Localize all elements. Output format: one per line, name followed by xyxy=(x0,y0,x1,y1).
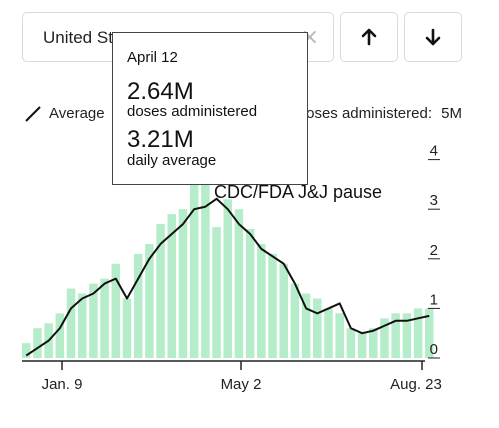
x-tick-label: Jan. 9 xyxy=(42,376,83,393)
bar xyxy=(133,253,143,358)
bar xyxy=(313,298,322,358)
y-tick-label: 2 xyxy=(430,242,438,259)
bar xyxy=(66,288,76,358)
bar xyxy=(55,313,65,358)
bars-layer xyxy=(22,174,434,358)
bar xyxy=(357,333,367,358)
move-up-button[interactable] xyxy=(340,12,398,62)
bar xyxy=(324,308,333,358)
bar xyxy=(257,243,266,358)
bar xyxy=(189,184,199,358)
bar xyxy=(413,308,423,358)
ticks-layer: 0 1 2 3 4 Jan. 9 May 2 Aug. 23 xyxy=(42,143,442,393)
chart-legend: Average Doses administered: 5M xyxy=(24,103,462,125)
y-tick-label: 1 xyxy=(430,291,438,308)
bar xyxy=(201,174,210,358)
jj-pause-annotation: CDC/FDA J&J pause xyxy=(214,182,383,202)
bar xyxy=(22,343,31,358)
arrow-up-icon xyxy=(361,28,377,46)
bar xyxy=(111,263,121,358)
bar xyxy=(234,209,244,358)
tooltip-doses-value: 2.64M xyxy=(127,78,194,105)
x-tick-label: May 2 xyxy=(221,376,262,393)
bar xyxy=(167,214,177,358)
tooltip-average-value: 3.21M xyxy=(127,126,194,153)
bar xyxy=(100,278,109,358)
tooltip-average-label: daily average xyxy=(127,152,217,169)
bar xyxy=(425,308,434,358)
bar xyxy=(268,253,277,358)
legend-doses-label: Doses administered: xyxy=(295,105,432,122)
y-tick-label: 3 xyxy=(430,192,438,209)
bar xyxy=(212,227,221,358)
bar xyxy=(301,293,311,358)
tooltip-doses-label: doses administered xyxy=(127,103,258,120)
bar xyxy=(279,263,288,358)
bar xyxy=(346,328,356,358)
average-line-swatch xyxy=(25,106,41,122)
bar xyxy=(122,298,132,358)
bar xyxy=(223,199,232,358)
legend-average-label: Average xyxy=(49,105,105,122)
average-line xyxy=(25,197,430,357)
bar xyxy=(391,313,400,358)
move-down-button[interactable] xyxy=(404,12,462,62)
bar xyxy=(77,293,87,358)
tooltip-date: April 12 xyxy=(127,49,178,66)
bar xyxy=(369,328,378,358)
bar xyxy=(33,328,42,358)
arrow-down-icon xyxy=(425,28,441,46)
bar xyxy=(402,313,412,358)
y-tick-label: 4 xyxy=(430,143,438,160)
y-tick-label: 0 xyxy=(430,341,438,358)
average-line-layer xyxy=(25,197,430,357)
bar xyxy=(335,313,344,358)
y-max-label: 5M xyxy=(441,105,462,122)
bar xyxy=(380,318,389,358)
bar xyxy=(89,283,98,358)
bar xyxy=(156,224,165,358)
bar xyxy=(145,243,154,358)
bar xyxy=(178,209,188,358)
bar xyxy=(245,229,255,358)
x-tick-label: Aug. 23 xyxy=(390,376,442,393)
bar xyxy=(290,283,300,358)
date-tooltip: April 12 2.64M doses administered 3.21M … xyxy=(112,32,308,185)
